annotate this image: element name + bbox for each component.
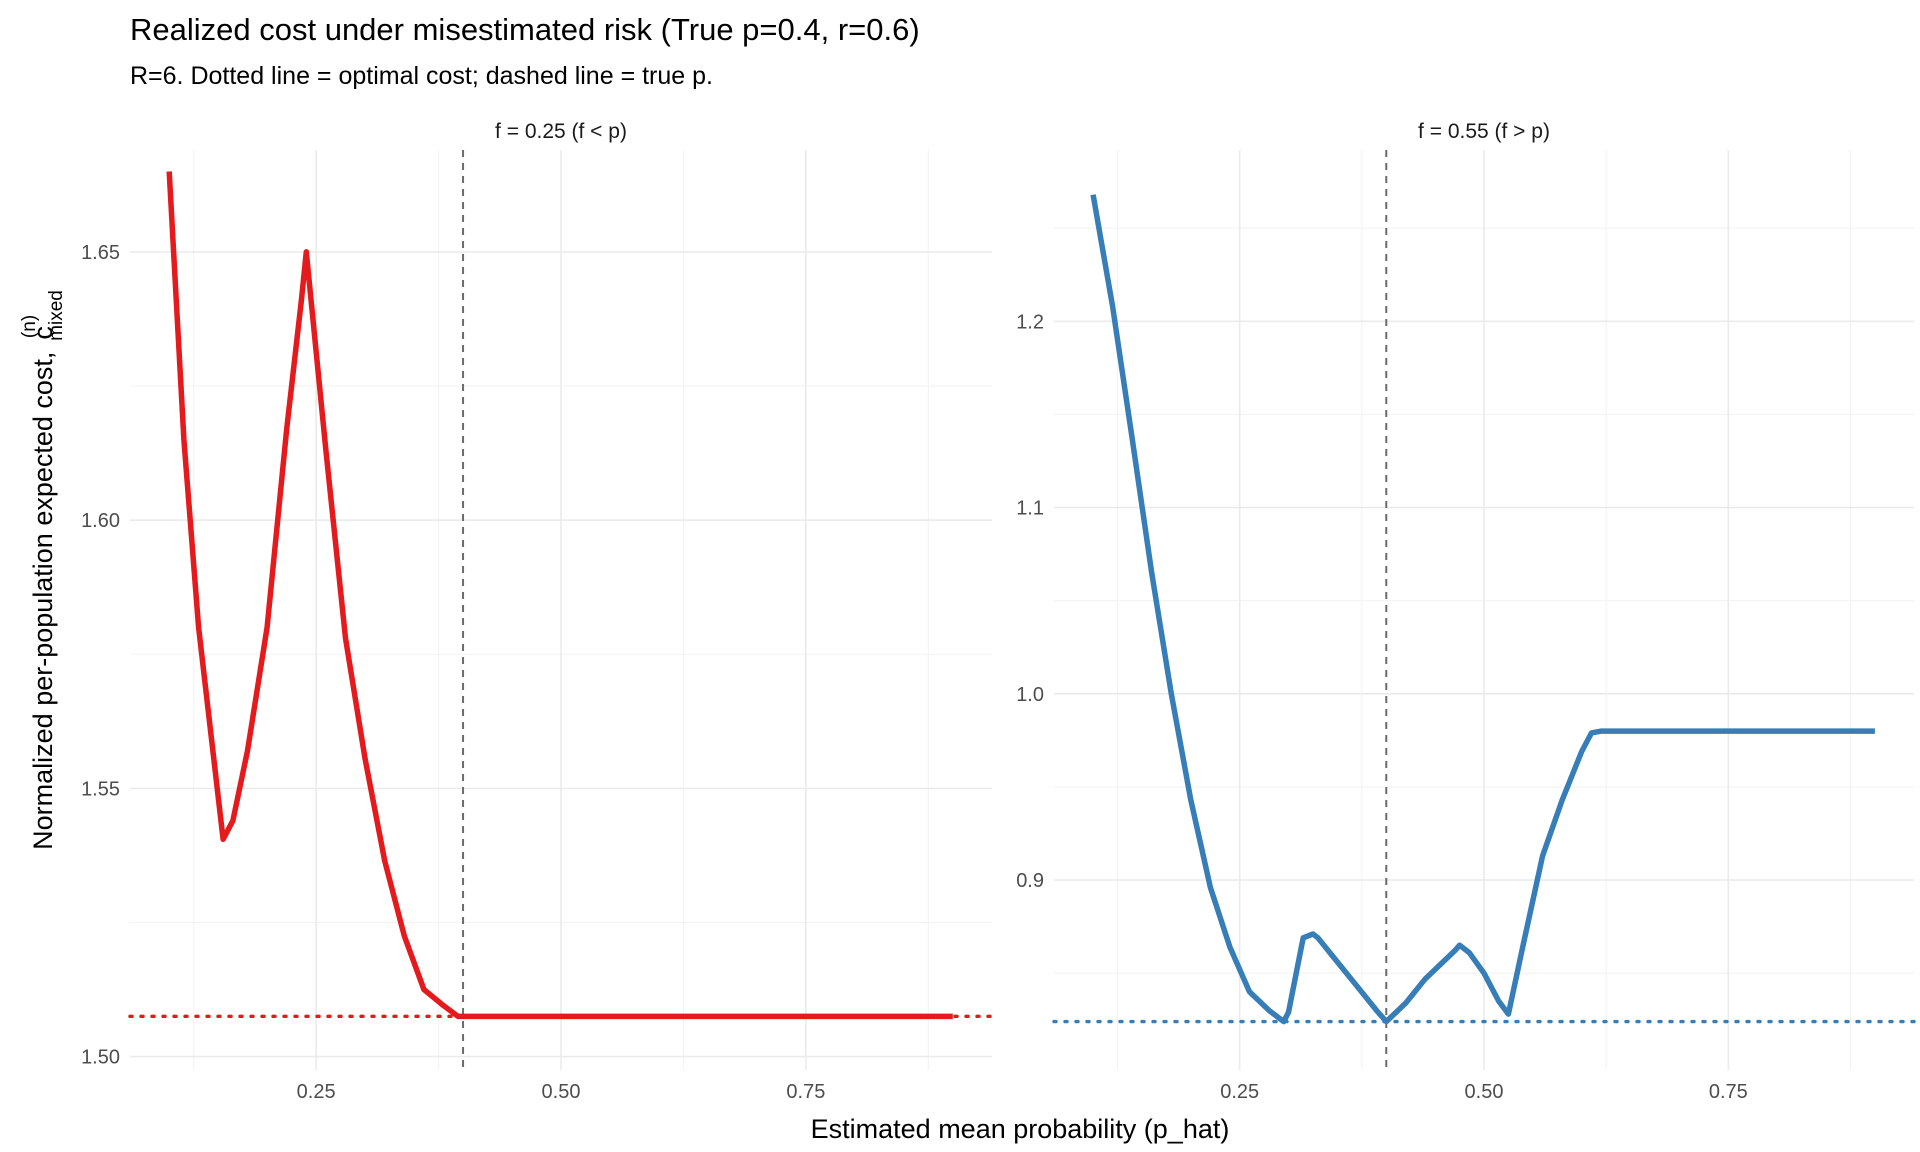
y-axis-label-symbol: c bbox=[28, 326, 58, 340]
cost-series-line bbox=[166, 171, 953, 1020]
y-axis-label-superscript: (n) bbox=[19, 315, 40, 338]
panel-right: 0.25 0.50 0.75 0.9 1.0 1.1 1.2 f = 0.55 (f > p) bbox=[1016, 120, 1916, 1103]
x-tick-label: 0.75 bbox=[786, 1081, 825, 1103]
cost-series-line bbox=[1090, 194, 1875, 1025]
y-tick-label: 1.1 bbox=[1016, 498, 1044, 520]
x-tick-label: 0.25 bbox=[297, 1081, 336, 1103]
y-tick-label: 1.60 bbox=[81, 510, 120, 532]
x-tick-label: 0.50 bbox=[1465, 1081, 1504, 1103]
y-axis-label-subscript: mixed bbox=[46, 290, 67, 341]
y-tick-label: 1.55 bbox=[81, 778, 120, 800]
chart-title: Realized cost under misestimated risk (T… bbox=[130, 12, 920, 47]
chart-subtitle: R=6. Dotted line = optimal cost; dashed … bbox=[130, 62, 713, 90]
y-tick-label: 1.65 bbox=[81, 242, 120, 264]
x-tick-label: 0.25 bbox=[1220, 1081, 1259, 1103]
y-axis-label-text: Normalized per-population expected cost, bbox=[28, 352, 58, 850]
y-tick-label: 0.9 bbox=[1016, 870, 1044, 892]
y-tick-label: 1.50 bbox=[81, 1047, 120, 1069]
x-tick-label: 0.50 bbox=[542, 1081, 581, 1103]
y-axis-label: Normalized per-population expected cost,… bbox=[19, 290, 67, 850]
y-tick-label: 1.0 bbox=[1016, 684, 1044, 706]
panel-left: 0.25 0.50 0.75 1.50 1.55 1.60 1.65 f = 0.25 (f … bbox=[81, 120, 994, 1103]
panel-strip-label: f = 0.55 (f > p) bbox=[1418, 120, 1550, 143]
y-tick-label: 1.2 bbox=[1016, 311, 1044, 333]
panel-strip-label: f = 0.25 (f < p) bbox=[495, 120, 627, 143]
x-axis-label: Estimated mean probability (p_hat) bbox=[811, 1114, 1230, 1144]
x-tick-label: 0.75 bbox=[1709, 1081, 1748, 1103]
